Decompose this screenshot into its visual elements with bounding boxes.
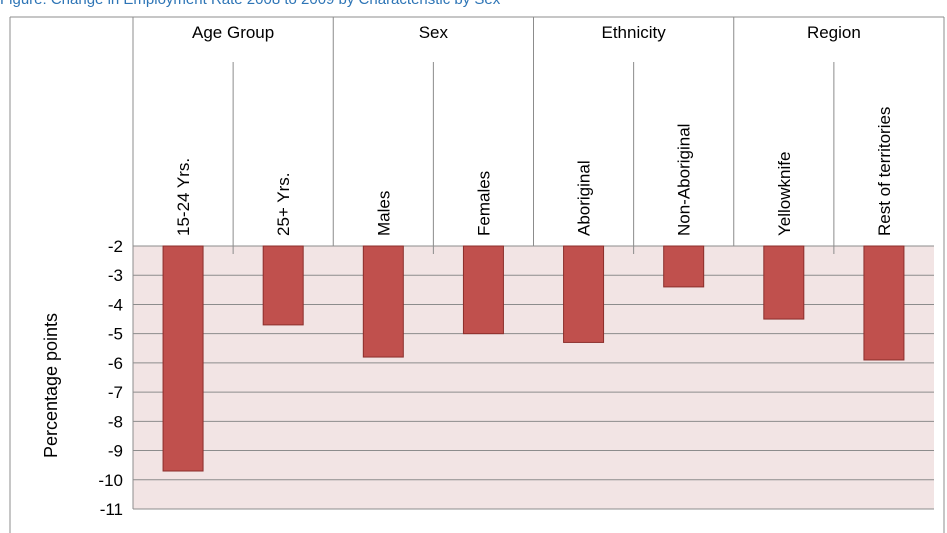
category-label: Rest of territories: [875, 107, 894, 236]
group-label: Ethnicity: [602, 23, 667, 42]
bar: [362, 245, 404, 358]
y-tick-label: -4: [108, 295, 123, 314]
category-label: Females: [474, 171, 493, 236]
bar: [863, 245, 905, 361]
chart-title-cut: Figure: Change in Employment Rate 2008 t…: [0, 0, 500, 8]
y-tick-label: -6: [108, 354, 123, 373]
bar: [262, 245, 304, 326]
bar: [462, 245, 504, 335]
category-label: Aboriginal: [575, 160, 594, 236]
y-tick-label: -5: [108, 325, 123, 344]
y-tick-label: -10: [98, 471, 123, 490]
category-label: 25+ Yrs.: [274, 173, 293, 236]
category-label: Yellowknife: [775, 152, 794, 236]
category-label: 15-24 Yrs.: [174, 158, 193, 236]
category-label: Non-Aboriginal: [675, 124, 694, 236]
y-axis-label: Percentage points: [41, 313, 61, 458]
group-label: Sex: [419, 23, 449, 42]
bar: [563, 245, 605, 343]
y-tick-label: -2: [108, 237, 123, 256]
bar: [162, 245, 204, 472]
y-tick-label: -9: [108, 442, 123, 461]
y-tick-label: -8: [108, 412, 123, 431]
y-tick-label: -11: [100, 500, 123, 519]
bar: [763, 245, 805, 320]
y-tick-label: -7: [108, 383, 123, 402]
y-tick-label: -3: [108, 266, 123, 285]
group-label: Region: [807, 23, 861, 42]
group-label: Age Group: [192, 23, 274, 42]
plot-area: [133, 246, 934, 509]
category-label: Males: [374, 191, 393, 236]
bar: [663, 245, 705, 288]
